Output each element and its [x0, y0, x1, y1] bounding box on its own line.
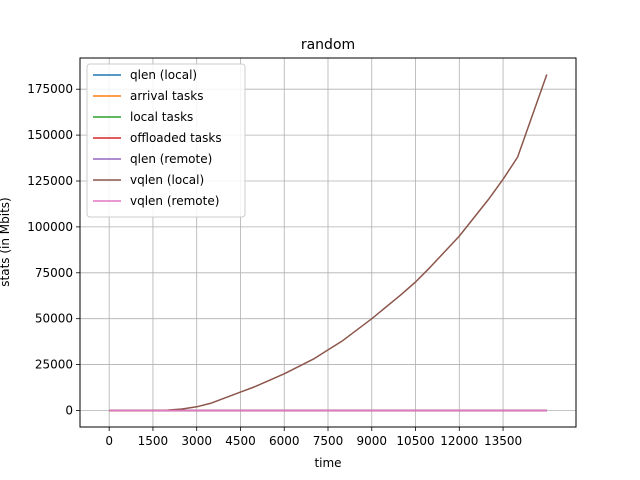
y-tick-label: 75000 [35, 266, 73, 280]
x-tick-label: 3000 [181, 434, 212, 448]
x-tick-label: 4500 [225, 434, 256, 448]
y-tick-label: 175000 [27, 82, 73, 96]
legend-label: qlen (remote) [130, 152, 212, 166]
legend-label: vqlen (remote) [130, 194, 219, 208]
x-tick-label: 13500 [484, 434, 522, 448]
legend-label: offloaded tasks [130, 131, 222, 145]
x-tick-label: 9000 [356, 434, 387, 448]
x-tick-label: 10500 [396, 434, 434, 448]
legend-box [86, 63, 246, 218]
series-line-5 [109, 74, 548, 412]
x-tick-label: 0 [105, 434, 113, 448]
series-lines [109, 74, 548, 412]
y-tick-label: 0 [65, 403, 73, 417]
legend: qlen (local) arrival tasks local tasks offl… [86, 63, 246, 218]
y-tick-label: 50000 [35, 312, 73, 326]
x-tick-label: 1500 [138, 434, 169, 448]
legend-label: vqlen (local) [130, 173, 204, 187]
y-axis-ticks: 0 25000 50000 75000 100000 125000 150000 175000 [27, 82, 80, 417]
x-axis-ticks: 0 1500 3000 4500 6000 7500 9000 10500 12000 13500 [105, 427, 522, 448]
legend-label: local tasks [130, 110, 193, 124]
y-tick-label: 25000 [35, 358, 73, 372]
chart-title: random [301, 37, 355, 53]
x-tick-label: 6000 [269, 434, 300, 448]
legend-label: qlen (local) [130, 68, 197, 82]
x-tick-label: 7500 [313, 434, 344, 448]
y-tick-label: 150000 [27, 128, 73, 142]
y-tick-label: 125000 [27, 174, 73, 188]
y-tick-label: 100000 [27, 220, 73, 234]
x-tick-label: 12000 [440, 434, 478, 448]
x-axis-label: time [314, 456, 341, 470]
y-axis-label: stats (in Mbits) [0, 197, 12, 286]
legend-label: arrival tasks [130, 89, 203, 103]
